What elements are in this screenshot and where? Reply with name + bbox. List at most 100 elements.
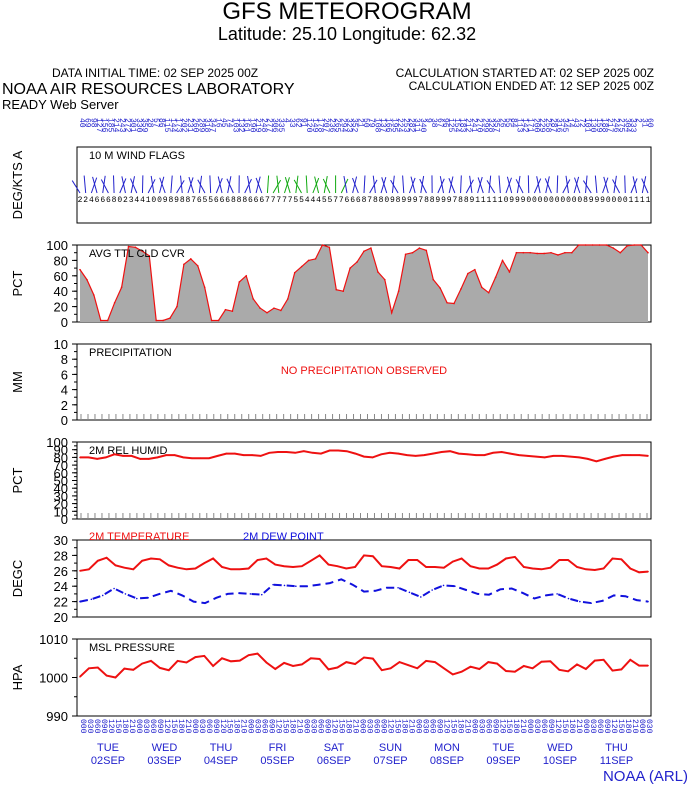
temp-point-42	[451, 560, 454, 563]
temp-panel-frame	[76, 539, 652, 618]
wind-speed-40: 4	[305, 196, 310, 205]
pressure-point-4	[114, 676, 117, 679]
temp-point-9	[159, 558, 161, 561]
rh-point-43	[449, 450, 451, 453]
wind-dir-label-81: 229	[537, 118, 546, 133]
wind-barb-20	[188, 176, 195, 194]
rh-point-4	[113, 453, 116, 456]
wind-barb-16	[170, 175, 173, 194]
hour-label-20: 120	[218, 719, 227, 734]
rh-point-47	[483, 454, 486, 456]
cloud-point-25	[252, 298, 254, 300]
rh-point-20	[251, 454, 253, 456]
wind-dir-label-95: 275	[617, 118, 626, 133]
wind-dir-label-45: 265	[333, 118, 342, 133]
date-label-3: 05SEP	[260, 755, 294, 767]
rh-point-46	[475, 454, 477, 456]
wind-dir-label-12: 28	[145, 118, 154, 128]
wind-dir-label-99: 31	[639, 118, 648, 128]
wind-dir-label-10: 330	[134, 118, 143, 133]
wind-speed-72: 1	[487, 196, 492, 205]
hour-label-54: 180	[455, 719, 464, 734]
wind-dir-label-48: 352	[350, 118, 359, 133]
wind-barb-80	[533, 178, 542, 194]
temp-point-55	[567, 559, 569, 561]
wind-speed-19: 8	[186, 196, 191, 205]
cloud-point-68	[550, 251, 552, 254]
cloud-point-62	[508, 271, 511, 273]
ytick-label-temp-2: 24	[54, 579, 68, 594]
wind-speed-2: 4	[89, 196, 94, 205]
wind-dir-label-23: 347	[208, 118, 217, 133]
pressure-point-19	[247, 654, 250, 656]
ytick-label-pressure-0: 990	[46, 709, 68, 724]
ytick-label-rh-5: 50	[54, 474, 68, 489]
dew-point-20	[306, 585, 309, 587]
wind-dir-label-96: 304	[622, 118, 631, 133]
pressure-point-25	[301, 663, 303, 666]
wind-speed-20: 7	[191, 196, 196, 205]
precip-annotation: NO PRECIPITATION OBSERVED	[281, 365, 447, 377]
wind-dir-label-19: 231	[185, 118, 194, 133]
rh-point-29	[328, 449, 331, 452]
wind-barb-42	[314, 176, 320, 194]
cloud-point-57	[474, 268, 476, 271]
pressure-point-21	[265, 661, 268, 664]
temp-point-58	[593, 569, 596, 571]
wind-barb-37	[284, 177, 291, 194]
pressure-point-60	[611, 669, 614, 672]
wind-barb-68	[465, 179, 474, 194]
wind-speed-9: 3	[129, 196, 134, 205]
wind-dir-label-65: 125	[446, 118, 455, 133]
hour-label-17: 030	[197, 719, 206, 734]
pressure-point-30	[345, 661, 348, 663]
temp-point-10	[167, 564, 170, 567]
temp-point-59	[602, 567, 605, 570]
hour-label-75: 090	[602, 719, 611, 734]
pressure-point-11	[176, 660, 179, 662]
wind-speed-88: 0	[577, 196, 582, 205]
dew-point-30	[420, 596, 422, 598]
hour-label-76: 120	[609, 719, 618, 734]
wind-dir-label-3: 127	[94, 118, 103, 133]
dew-point-43	[567, 597, 570, 600]
temp-point-29	[336, 565, 339, 567]
hour-label-46: 180	[399, 719, 408, 734]
wind-dir-label-44: 236	[327, 118, 336, 133]
wind-dir-label-4: 156	[100, 118, 109, 133]
wind-speed-51: 7	[367, 196, 372, 205]
dew-point-21	[317, 583, 320, 586]
rh-point-51	[518, 454, 520, 456]
wind-speed-98: 1	[634, 196, 639, 205]
pressure-point-31	[354, 663, 356, 665]
wind-barb-74	[498, 175, 501, 194]
hour-label-45: 150	[392, 719, 401, 734]
hour-label-35: 090	[323, 719, 332, 734]
wind-barb-98	[632, 176, 638, 194]
wind-speed-14: 0	[157, 196, 162, 205]
temp-point-1	[88, 568, 90, 571]
wind-speed-18: 8	[180, 196, 185, 205]
ytick-label-pressure-1: 1000	[39, 671, 68, 686]
temp-point-53	[549, 566, 552, 569]
temp-point-48	[505, 557, 507, 560]
wind-speed-45: 7	[333, 196, 338, 205]
wind-barb-76	[506, 176, 513, 194]
wind-speed-80: 0	[532, 196, 537, 205]
hour-label-50: 060	[427, 719, 436, 734]
rh-point-41	[432, 452, 434, 455]
hour-label-24: 000	[246, 719, 255, 734]
pressure-point-15	[212, 665, 214, 667]
wind-dir-label-87: 43	[571, 118, 580, 128]
wind-speed-69: 9	[470, 196, 475, 205]
rh-point-0	[79, 456, 81, 459]
cloud-point-71	[571, 251, 573, 254]
wind-dir-label-22: 318	[202, 118, 211, 133]
cloud-point-76	[605, 244, 608, 246]
temp-point-20	[256, 559, 259, 561]
wind-dir-label-70: 270	[475, 118, 484, 133]
dew-point-24	[351, 583, 354, 586]
hour-label-79: 210	[630, 719, 639, 734]
dew-point-8	[170, 590, 172, 592]
pressure-point-7	[141, 662, 143, 665]
